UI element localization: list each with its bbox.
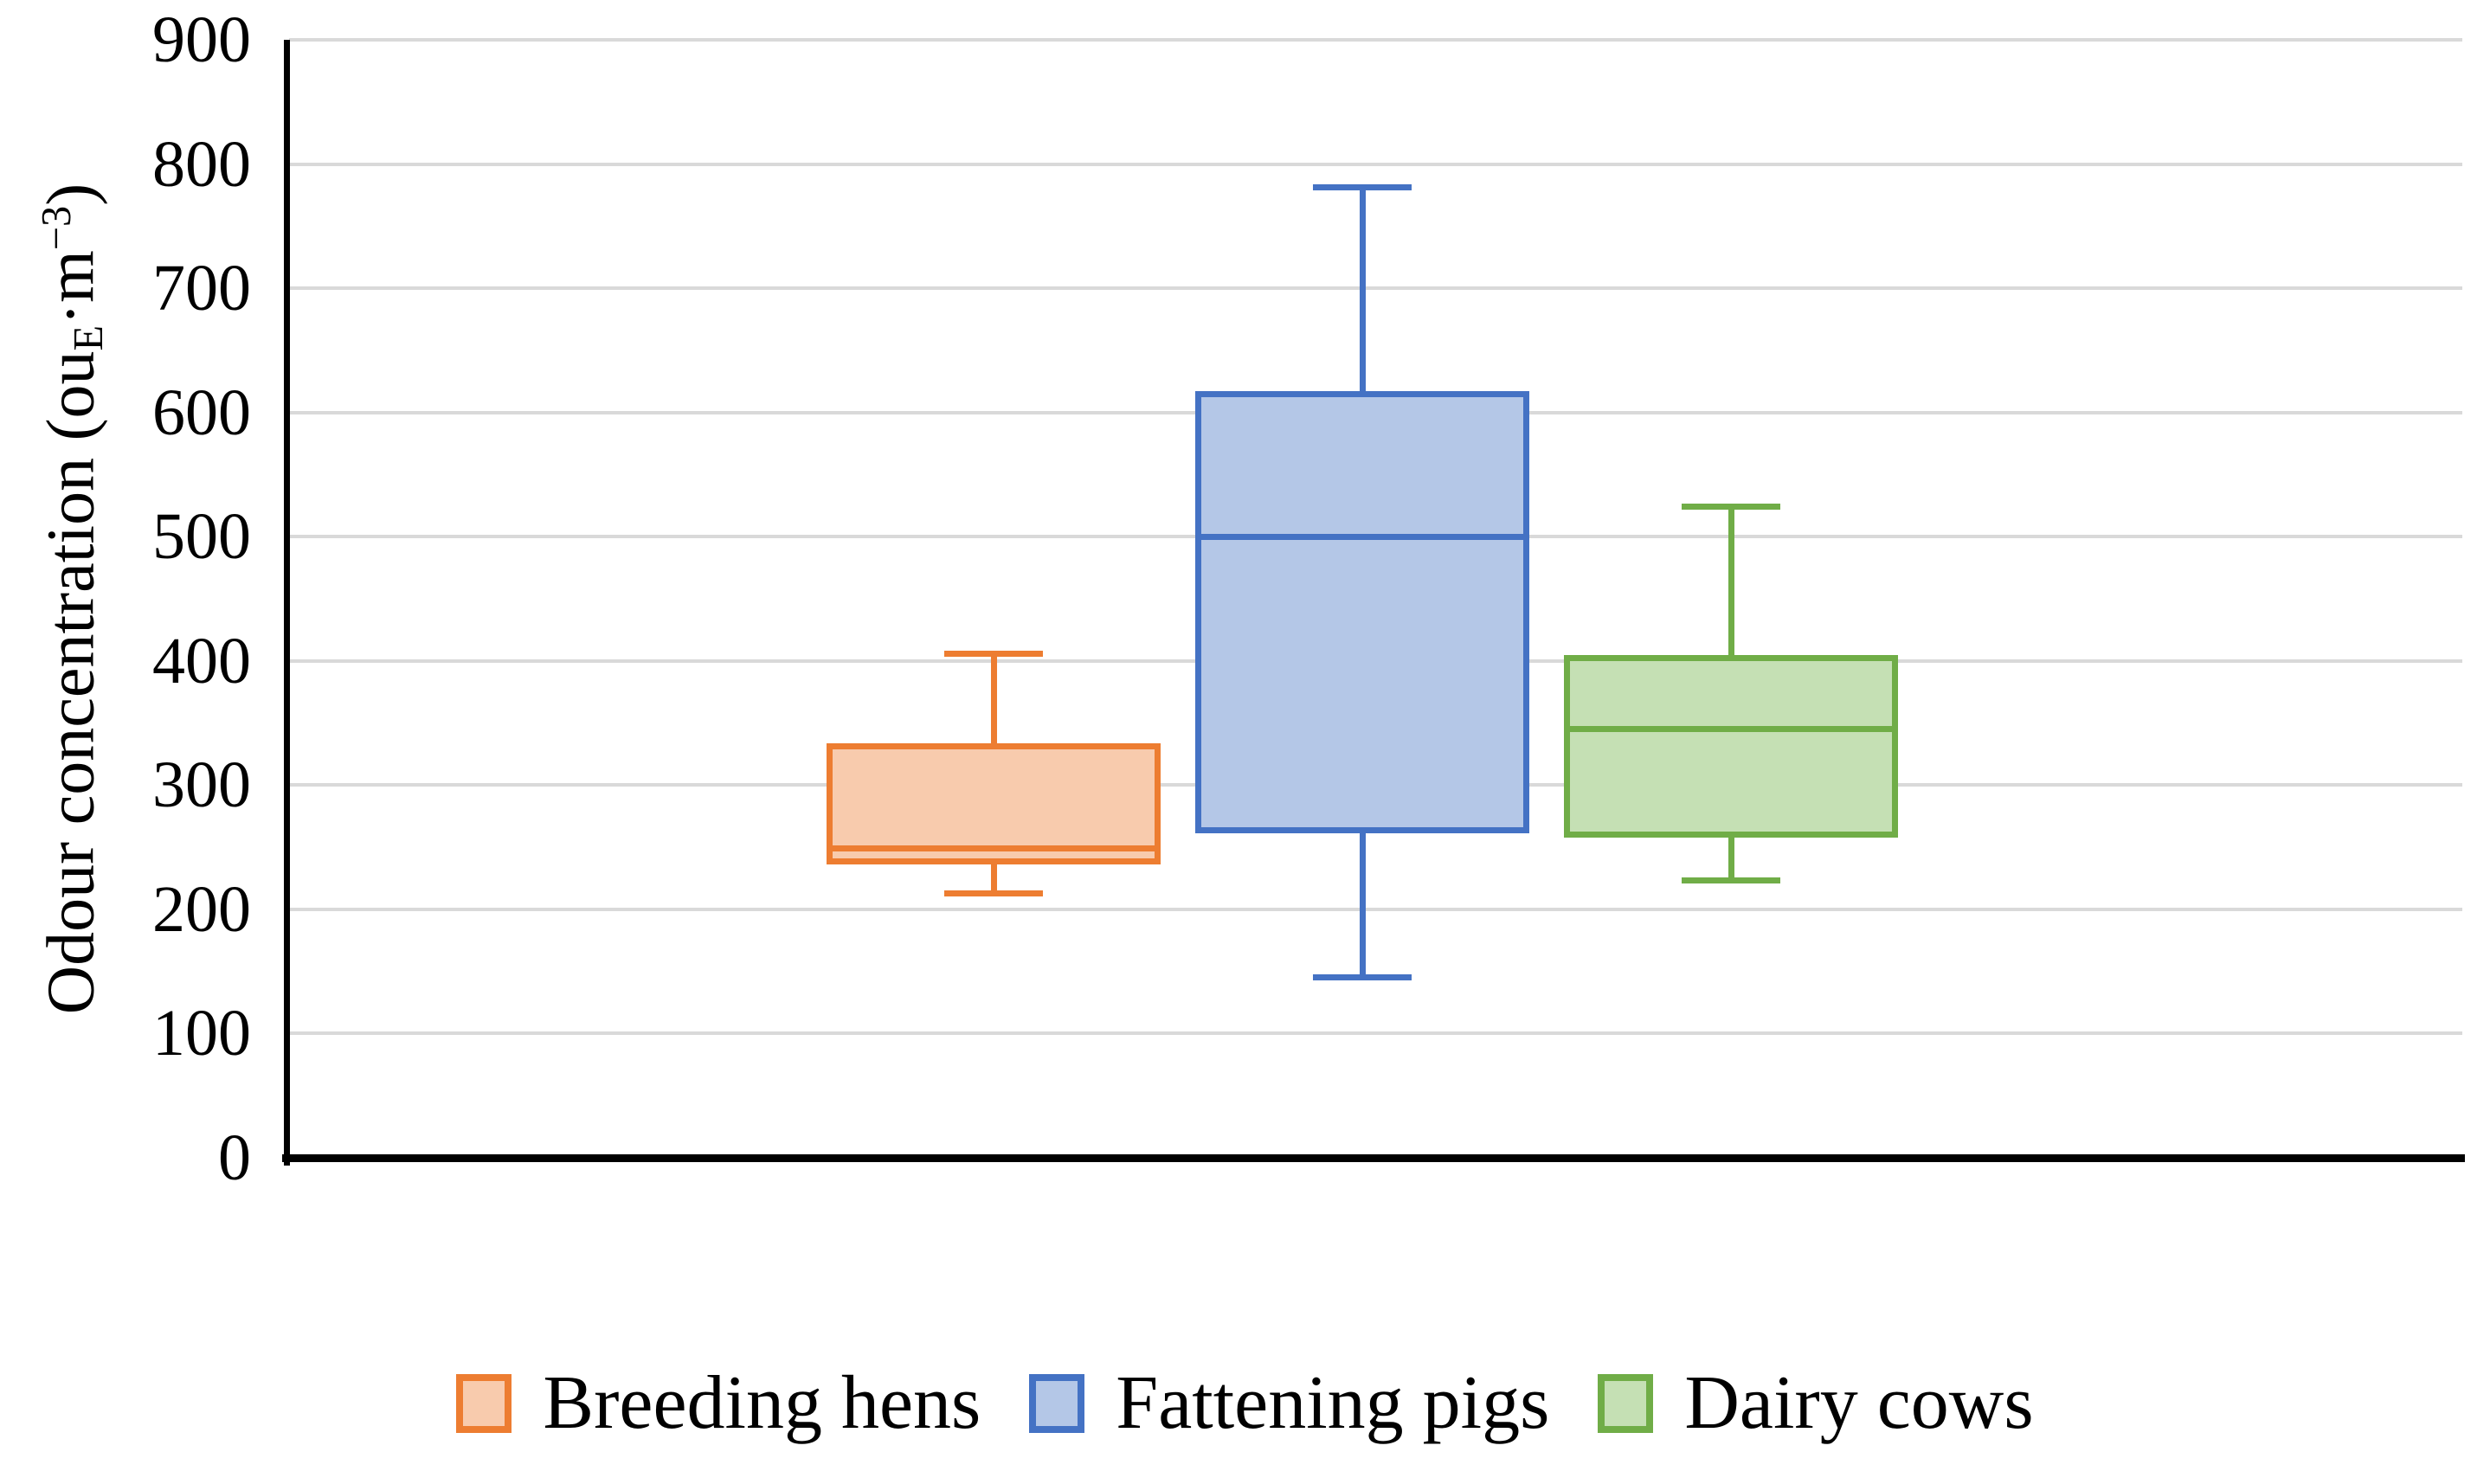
y-tick-label-200: 200 bbox=[152, 872, 251, 946]
y-tick-label-100: 100 bbox=[152, 997, 251, 1070]
upper-whisker-2 bbox=[1728, 506, 1734, 655]
upper-whisker-cap-0 bbox=[944, 650, 1043, 657]
gridline-900 bbox=[289, 38, 2462, 42]
legend-swatch-icon bbox=[1598, 1374, 1654, 1433]
y-axis-line bbox=[284, 40, 290, 1166]
legend-label: Fattening pigs bbox=[1116, 1361, 1550, 1445]
x-axis-line bbox=[282, 1154, 2465, 1162]
median-line-2 bbox=[1570, 726, 1892, 733]
upper-whisker-0 bbox=[990, 653, 997, 743]
y-axis-title-superscript: −3 bbox=[34, 205, 80, 251]
lower-whisker-cap-0 bbox=[944, 890, 1043, 896]
median-line-1 bbox=[1201, 533, 1523, 540]
lower-whisker-1 bbox=[1359, 833, 1366, 978]
y-tick-label-600: 600 bbox=[152, 376, 251, 449]
legend: Breeding hens Fattening pigs Dairy cows bbox=[0, 1364, 2490, 1443]
median-line-0 bbox=[833, 845, 1155, 852]
legend-label: Breeding hens bbox=[543, 1361, 981, 1445]
y-axis-title-subscript: E bbox=[66, 324, 113, 351]
gridline-100 bbox=[289, 1031, 2462, 1036]
y-tick-label-300: 300 bbox=[152, 748, 251, 822]
legend-label: Dairy cows bbox=[1684, 1361, 2034, 1445]
gridline-700 bbox=[289, 286, 2462, 291]
gridline-800 bbox=[289, 162, 2462, 166]
legend-swatch-icon bbox=[456, 1374, 512, 1433]
upper-whisker-1 bbox=[1359, 187, 1366, 392]
box-0 bbox=[827, 742, 1161, 865]
lower-whisker-cap-2 bbox=[1682, 877, 1780, 884]
box-2 bbox=[1564, 654, 1898, 838]
y-tick-label-500: 500 bbox=[152, 500, 251, 574]
y-tick-label-900: 900 bbox=[152, 3, 251, 76]
y-tick-label-400: 400 bbox=[152, 624, 251, 697]
legend-item-2: Dairy cows bbox=[1598, 1361, 2034, 1445]
upper-whisker-cap-2 bbox=[1682, 504, 1780, 511]
lower-whisker-2 bbox=[1728, 837, 1734, 881]
y-tick-label-700: 700 bbox=[152, 252, 251, 325]
lower-whisker-cap-1 bbox=[1313, 974, 1412, 981]
legend-swatch-icon bbox=[1029, 1374, 1085, 1433]
legend-item-1: Fattening pigs bbox=[1029, 1365, 1549, 1442]
legend-item-0: Breeding hens bbox=[456, 1365, 981, 1442]
lower-whisker-0 bbox=[990, 864, 997, 894]
box-1 bbox=[1195, 391, 1529, 834]
upper-whisker-cap-1 bbox=[1313, 184, 1412, 191]
y-tick-label-800: 800 bbox=[152, 127, 251, 201]
y-tick-label-0: 0 bbox=[218, 1121, 251, 1194]
gridline-200 bbox=[289, 907, 2462, 911]
